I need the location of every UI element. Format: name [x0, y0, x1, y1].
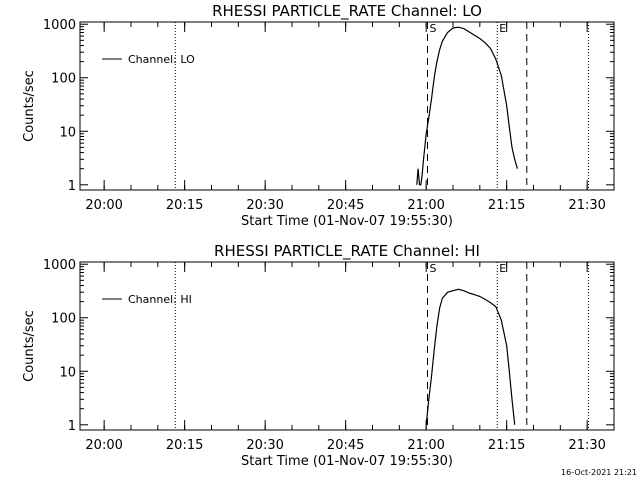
marker-label: S	[430, 262, 437, 275]
y-tick-label: 100	[51, 312, 76, 327]
y-tick-label: 1000	[43, 18, 76, 33]
x-tick-label: 20:15	[166, 438, 203, 453]
y-axis-label: Counts/sec	[22, 310, 37, 382]
chart-panel-1: RHESSI PARTICLE_RATE Channel: HI Start Ti…	[22, 242, 615, 469]
x-tick-label: 20:45	[327, 198, 364, 213]
legend-label: Channel: HI	[128, 293, 192, 306]
plot-frame	[79, 21, 615, 191]
x-tick-label: 20:45	[327, 438, 364, 453]
chart-title: RHESSI PARTICLE_RATE Channel: LO	[212, 2, 482, 21]
x-tick-label: 20:30	[246, 198, 283, 213]
y-tick-label: 100	[51, 72, 76, 87]
marker-label: E	[499, 22, 506, 35]
x-tick-label: 21:00	[407, 198, 444, 213]
x-axis-label: Start Time (01-Nov-07 19:55:30)	[241, 454, 453, 469]
x-tick-label: 21:00	[407, 438, 444, 453]
y-tick-label: 1	[68, 179, 76, 194]
y-tick-label: 10	[59, 125, 76, 140]
series-line	[425, 288, 516, 425]
x-axis-label: Start Time (01-Nov-07 19:55:30)	[241, 214, 453, 229]
chart-title: RHESSI PARTICLE_RATE Channel: HI	[214, 242, 480, 261]
plot-frame	[79, 261, 615, 431]
x-tick-label: 20:00	[85, 438, 122, 453]
marker-label: S	[430, 22, 437, 35]
series-line	[416, 26, 518, 186]
footer-timestamp: 16-Oct-2021 21:21	[561, 468, 637, 477]
x-tick-label: 21:15	[488, 198, 525, 213]
chart-panel-0: RHESSI PARTICLE_RATE Channel: LO Start Ti…	[22, 2, 615, 229]
x-tick-label: 21:30	[568, 198, 605, 213]
x-tick-label: 20:15	[166, 198, 203, 213]
legend-label: Channel: LO	[128, 53, 195, 66]
y-tick-label: 1	[68, 419, 76, 434]
x-tick-label: 21:30	[568, 438, 605, 453]
marker-label: E	[499, 262, 506, 275]
x-tick-label: 20:00	[85, 198, 122, 213]
x-tick-label: 20:30	[246, 438, 283, 453]
y-axis-label: Counts/sec	[22, 70, 37, 142]
y-tick-label: 1000	[43, 258, 76, 273]
y-tick-label: 10	[59, 365, 76, 380]
x-tick-label: 21:15	[488, 438, 525, 453]
